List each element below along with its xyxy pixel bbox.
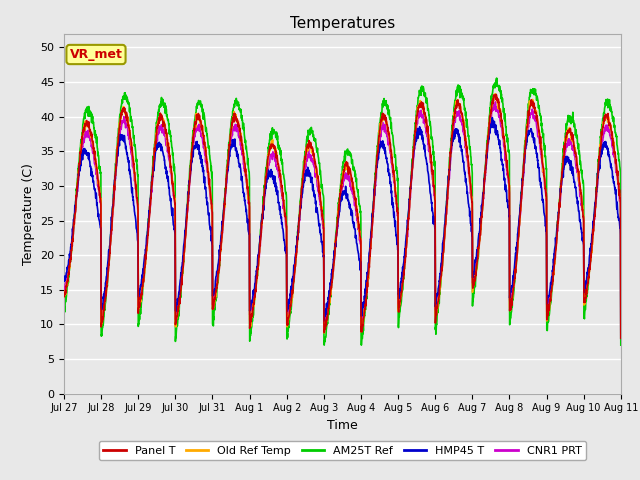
Y-axis label: Temperature (C): Temperature (C) xyxy=(22,163,35,264)
Text: VR_met: VR_met xyxy=(70,48,122,61)
Legend: Panel T, Old Ref Temp, AM25T Ref, HMP45 T, CNR1 PRT: Panel T, Old Ref Temp, AM25T Ref, HMP45 … xyxy=(99,441,586,460)
X-axis label: Time: Time xyxy=(327,419,358,432)
Title: Temperatures: Temperatures xyxy=(290,16,395,31)
